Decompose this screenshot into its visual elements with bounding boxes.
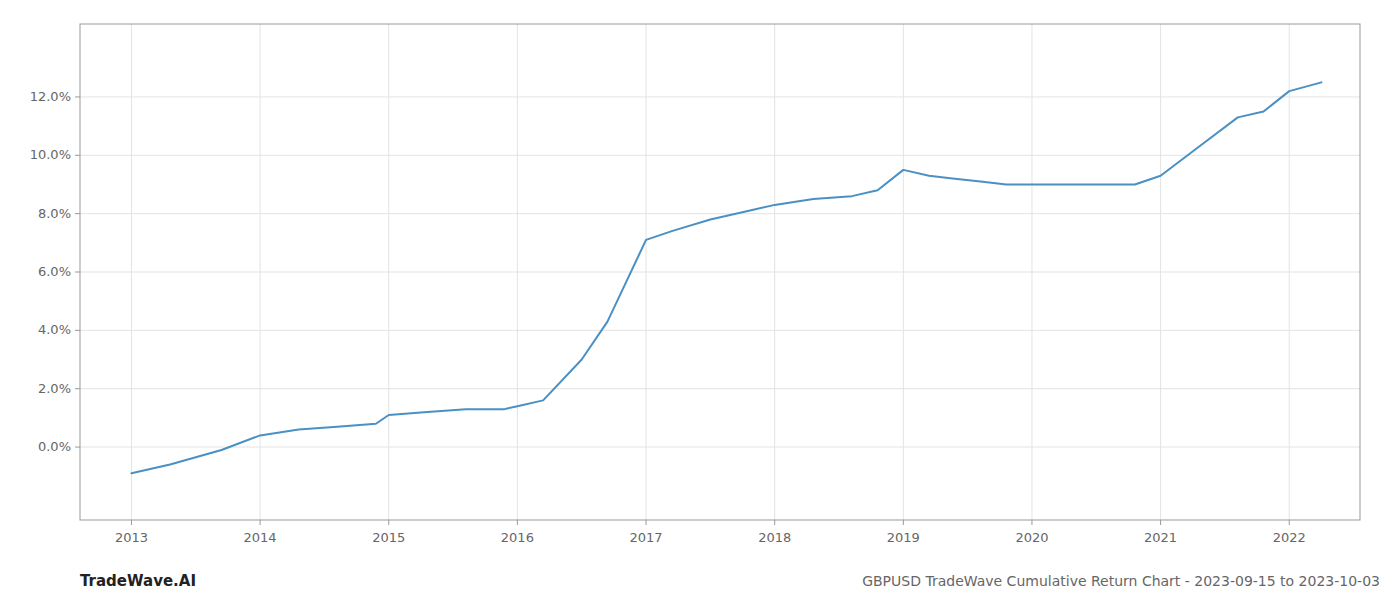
y-tick-label: 8.0%	[38, 206, 71, 221]
y-tick-label: 6.0%	[38, 264, 71, 279]
grid-line-y	[80, 213, 1360, 214]
grid-line-y	[80, 330, 1360, 331]
grid-line-y	[80, 388, 1360, 389]
y-tick-label: 2.0%	[38, 381, 71, 396]
axes: 2013 2014 2015 2016 2017 2018 2019 2020 2021 2022…	[30, 89, 1306, 545]
watermark: TradeWave.AI	[80, 572, 196, 590]
x-tick-label: 2019	[887, 530, 920, 545]
y-tick-label: 0.0%	[38, 439, 71, 454]
y-tick	[75, 96, 80, 97]
x-tick	[1289, 520, 1290, 525]
x-tick	[260, 520, 261, 525]
y-tick	[75, 272, 80, 273]
x-tick	[131, 520, 132, 525]
grid-line-y	[80, 272, 1360, 273]
x-tick	[388, 520, 389, 525]
x-tick-label: 2015	[372, 530, 405, 545]
chart-svg: 2013 2014 2015 2016 2017 2018 2019 2020 2021 2022…	[0, 0, 1400, 600]
y-tick	[75, 330, 80, 331]
plot-data	[131, 82, 1321, 473]
x-tick	[646, 520, 647, 525]
x-tick-label: 2014	[244, 530, 277, 545]
x-tick	[517, 520, 518, 525]
grid-line-y	[80, 155, 1360, 156]
x-tick-label: 2022	[1273, 530, 1306, 545]
y-tick-label: 10.0%	[30, 147, 71, 162]
x-tick-label: 2018	[758, 530, 791, 545]
x-tick-label: 2021	[1144, 530, 1177, 545]
y-tick	[75, 447, 80, 448]
x-tick	[903, 520, 904, 525]
grid-line-y	[80, 447, 1360, 448]
x-tick-label: 2020	[1015, 530, 1048, 545]
x-tick	[1160, 520, 1161, 525]
x-tick-label: 2017	[629, 530, 662, 545]
grid	[80, 24, 1360, 520]
plot-frame	[80, 24, 1360, 520]
y-tick-label: 4.0%	[38, 322, 71, 337]
chart-title: GBPUSD TradeWave Cumulative Return Chart…	[862, 573, 1380, 589]
x-tick	[774, 520, 775, 525]
x-tick-label: 2013	[115, 530, 148, 545]
y-tick	[75, 213, 80, 214]
x-tick-label: 2016	[501, 530, 534, 545]
y-tick	[75, 388, 80, 389]
chart-container: 2013 2014 2015 2016 2017 2018 2019 2020 2021 2022…	[0, 0, 1400, 600]
x-tick	[1031, 520, 1032, 525]
y-tick-label: 12.0%	[30, 89, 71, 104]
data-line	[131, 82, 1321, 473]
grid-line-y	[80, 96, 1360, 97]
y-tick	[75, 155, 80, 156]
